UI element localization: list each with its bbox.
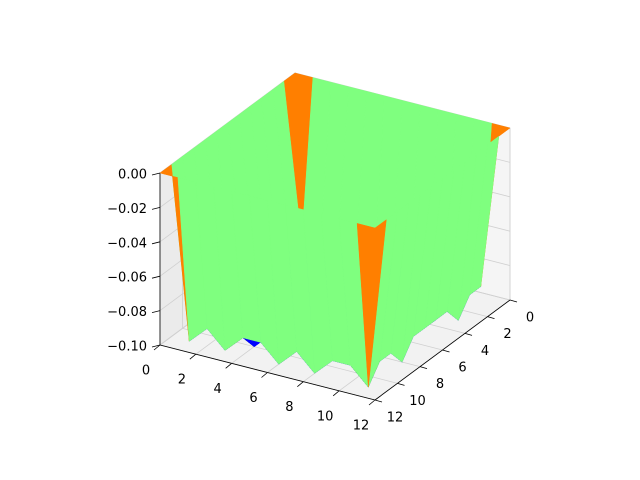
x-tick-label: 12 xyxy=(353,419,370,434)
y-tick-label: 6 xyxy=(458,361,466,376)
tick-mark xyxy=(189,353,197,360)
surface-face xyxy=(356,219,387,388)
z-tick-label: −0.06 xyxy=(107,271,147,286)
tick-mark xyxy=(332,390,340,397)
y-tick-label: 10 xyxy=(409,394,426,409)
tick-mark xyxy=(487,316,495,320)
tick-mark xyxy=(151,344,161,348)
tick-mark xyxy=(297,381,304,387)
x-tick-label: 2 xyxy=(178,373,186,388)
tick-mark xyxy=(261,372,268,378)
y-tick-label: 12 xyxy=(387,411,404,426)
tick-mark xyxy=(419,366,428,370)
tick-mark xyxy=(442,349,450,353)
tick-mark xyxy=(151,241,161,245)
z-tick-label: −0.08 xyxy=(107,305,147,320)
tick-mark xyxy=(397,382,405,386)
tick-mark xyxy=(509,299,518,303)
z-tick-label: −0.10 xyxy=(107,340,147,355)
axis-line xyxy=(374,299,511,401)
y-tick-label: 2 xyxy=(503,327,511,342)
z-tick-label: 0.00 xyxy=(118,168,147,183)
tick-mark xyxy=(464,332,473,336)
y-tick-label: 4 xyxy=(481,344,489,359)
axis-line xyxy=(159,344,376,401)
tick-mark xyxy=(151,275,161,279)
tick-mark xyxy=(374,399,383,403)
x-tick-label: 6 xyxy=(249,391,257,406)
x-tick-label: 8 xyxy=(285,400,293,415)
tick-mark xyxy=(151,310,161,313)
z-tick-label: −0.04 xyxy=(107,236,147,251)
tick-mark xyxy=(368,399,376,406)
y-tick-label: 0 xyxy=(526,311,534,326)
tick-mark xyxy=(153,344,161,351)
x-tick-label: 10 xyxy=(317,409,334,424)
tick-mark xyxy=(151,172,161,176)
tick-mark xyxy=(225,363,232,369)
y-tick-label: 8 xyxy=(436,377,444,392)
x-tick-label: 4 xyxy=(214,382,222,397)
tick-mark xyxy=(151,207,161,210)
z-tick-label: −0.02 xyxy=(107,202,147,217)
x-tick-label: 0 xyxy=(142,364,150,379)
